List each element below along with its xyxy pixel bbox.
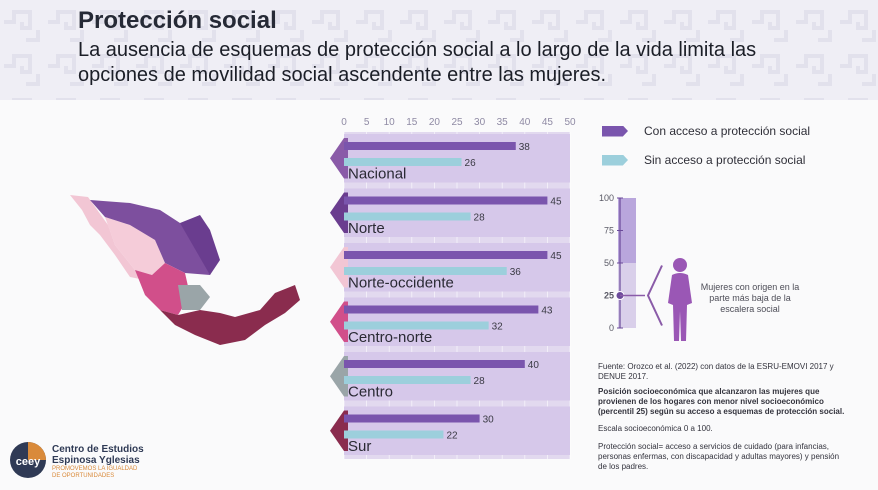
protection-note: Protección social= acceso a servicios de…	[598, 442, 840, 471]
page-title: Protección social	[78, 7, 277, 34]
bar	[344, 267, 507, 275]
category-label: Norte-occidente	[348, 275, 454, 292]
logo-tagline: PROMOVEMOS LA IGUALDAD DE OPORTUNIDADES	[52, 466, 138, 479]
scale-pointer-bracket	[646, 265, 663, 326]
bar-value-label: 22	[446, 431, 458, 442]
region-marker	[330, 192, 344, 233]
scale-upper-band	[618, 198, 636, 263]
map-region-norte-occidente	[70, 195, 145, 280]
bar-value-label: 45	[550, 197, 562, 208]
x-tick-label: 20	[429, 117, 441, 128]
bar-value-label: 43	[541, 306, 553, 317]
bar-value-label: 28	[474, 376, 486, 387]
x-tick-label: 35	[497, 117, 509, 128]
region-marker	[330, 138, 344, 179]
bar	[344, 321, 489, 330]
scale-tick-label: 75	[604, 226, 614, 236]
gauge-label: Mujeres con origen en la parte más baja …	[700, 282, 800, 314]
definition-note: Posición socioeconómica que alcanzaron l…	[598, 387, 845, 416]
map-region-norte-east	[180, 215, 220, 275]
bar	[344, 158, 462, 166]
bar-value-label: 26	[465, 158, 477, 169]
region-marker	[330, 410, 344, 451]
scale-tick-label: 100	[599, 193, 614, 203]
region-marker	[330, 247, 344, 288]
page-subtitle: La ausencia de esquemas de protección so…	[78, 39, 757, 86]
x-tick-label: 30	[474, 117, 486, 128]
legend-item-sin-acceso: Sin acceso a protección social	[602, 153, 805, 167]
legend-label-sin-acceso: Sin acceso a protección social	[644, 153, 806, 167]
logo-name: Centro de Estudios Espinosa Yglesias	[52, 444, 144, 466]
bar	[344, 196, 548, 205]
bar	[344, 305, 539, 314]
bar-value-label: 40	[528, 360, 540, 371]
map-region-norte-occidente-mainland	[105, 217, 165, 275]
bar-value-label: 28	[474, 213, 486, 224]
bar	[344, 212, 471, 221]
x-tick-label: 0	[341, 117, 347, 128]
bar-value-label: 38	[519, 142, 531, 153]
logo-name-line2: Espinosa Yglesias	[52, 455, 140, 466]
region-marker	[330, 356, 344, 397]
bar-chart: 0 5 10 15 20 25 30 35 40 45 50 38 26 Nacional 45 28 Nort…	[330, 117, 576, 459]
socioeconomic-scale: 100 75 50 25 0	[599, 193, 663, 333]
bar-value-label: 45	[550, 251, 562, 262]
category-label: Norte	[348, 220, 385, 237]
legend-label-con-acceso: Con acceso a protección social	[644, 124, 811, 138]
map-region-centro-norte	[135, 263, 190, 315]
bar	[344, 142, 516, 150]
bar	[344, 376, 471, 384]
category-label: Centro-norte	[348, 329, 432, 346]
bar	[344, 414, 480, 423]
map-region-norte	[90, 200, 215, 275]
source-note: Fuente: Orozco et al. (2022) con datos d…	[598, 362, 834, 381]
category-label: Centro	[348, 384, 393, 401]
map-region-centro	[178, 285, 210, 310]
scale-tick-label: 50	[604, 258, 614, 268]
legend-item-con-acceso: Con acceso a protección social	[602, 124, 810, 138]
x-tick-label: 40	[519, 117, 531, 128]
bar	[344, 430, 444, 439]
x-tick-label: 15	[406, 117, 418, 128]
header-banner: Protección social La ausencia de esquema…	[0, 0, 878, 100]
scale-note: Escala socioeconómica 0 a 100.	[598, 424, 713, 433]
legend-swatch-sin-acceso	[602, 154, 628, 166]
scale-tick-label: 0	[609, 323, 614, 333]
category-label: Sur	[348, 438, 371, 455]
decorative-pattern	[0, 0, 878, 100]
bar-value-label: 36	[510, 267, 522, 278]
bar-value-label: 30	[483, 415, 495, 426]
bar	[344, 251, 548, 259]
logo-name-line1: Centro de Estudios	[52, 444, 144, 455]
bar-value-label: 32	[492, 322, 504, 333]
scale-tick-label: 25	[604, 291, 614, 301]
x-tick-label: 10	[384, 117, 396, 128]
x-tick-label: 5	[364, 117, 370, 128]
logo-mark: ceey	[16, 456, 41, 468]
x-tick-label: 50	[564, 117, 576, 128]
x-tick-label: 45	[542, 117, 554, 128]
map-region-sur	[160, 285, 300, 345]
region-marker	[330, 301, 344, 342]
ceey-logo-icon: ceey	[10, 442, 46, 478]
mexico-map	[70, 195, 300, 345]
bar	[344, 360, 525, 368]
category-label: Nacional	[348, 166, 406, 183]
legend-swatch-con-acceso	[602, 125, 628, 137]
x-tick-label: 25	[451, 117, 463, 128]
woman-silhouette-icon	[668, 258, 692, 341]
